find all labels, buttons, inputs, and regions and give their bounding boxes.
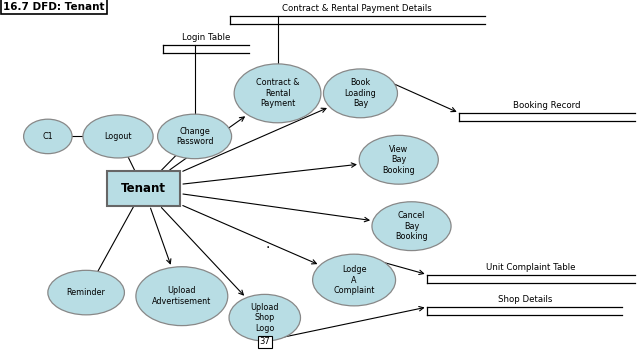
- Text: Contract & Rental Payment Details: Contract & Rental Payment Details: [283, 4, 432, 13]
- Text: Login Table: Login Table: [182, 33, 230, 42]
- Text: Upload
Shop
Logo: Upload Shop Logo: [251, 303, 279, 333]
- Text: Unit Complaint Table: Unit Complaint Table: [486, 263, 576, 272]
- Text: Logout: Logout: [104, 132, 132, 141]
- Text: Tenant: Tenant: [121, 182, 166, 195]
- Text: Shop Details: Shop Details: [498, 295, 552, 304]
- Ellipse shape: [359, 135, 438, 184]
- Text: View
Bay
Booking: View Bay Booking: [382, 145, 415, 175]
- Text: Change
Password: Change Password: [176, 127, 213, 146]
- Text: Book
Loading
Bay: Book Loading Bay: [345, 78, 376, 108]
- Ellipse shape: [158, 114, 232, 159]
- Ellipse shape: [24, 119, 72, 154]
- Text: Cancel
Bay
Booking: Cancel Bay Booking: [395, 211, 428, 241]
- Text: Lodge
A
Complaint: Lodge A Complaint: [334, 265, 375, 295]
- Ellipse shape: [323, 69, 397, 118]
- Text: ·: ·: [266, 241, 270, 255]
- Ellipse shape: [136, 267, 228, 326]
- Text: 16.7 DFD: Tenant: 16.7 DFD: Tenant: [3, 2, 105, 12]
- Text: Reminder: Reminder: [67, 288, 105, 297]
- Text: 37: 37: [260, 337, 270, 346]
- Ellipse shape: [313, 254, 396, 306]
- Ellipse shape: [372, 202, 451, 251]
- Ellipse shape: [234, 64, 321, 123]
- Ellipse shape: [48, 270, 124, 315]
- Text: C1: C1: [43, 132, 53, 141]
- Ellipse shape: [229, 294, 300, 341]
- Ellipse shape: [83, 115, 153, 158]
- Text: Booking Record: Booking Record: [514, 101, 581, 110]
- Text: Upload
Advertisement: Upload Advertisement: [152, 286, 211, 306]
- FancyBboxPatch shape: [107, 172, 181, 205]
- Text: Contract &
Rental
Payment: Contract & Rental Payment: [256, 78, 299, 108]
